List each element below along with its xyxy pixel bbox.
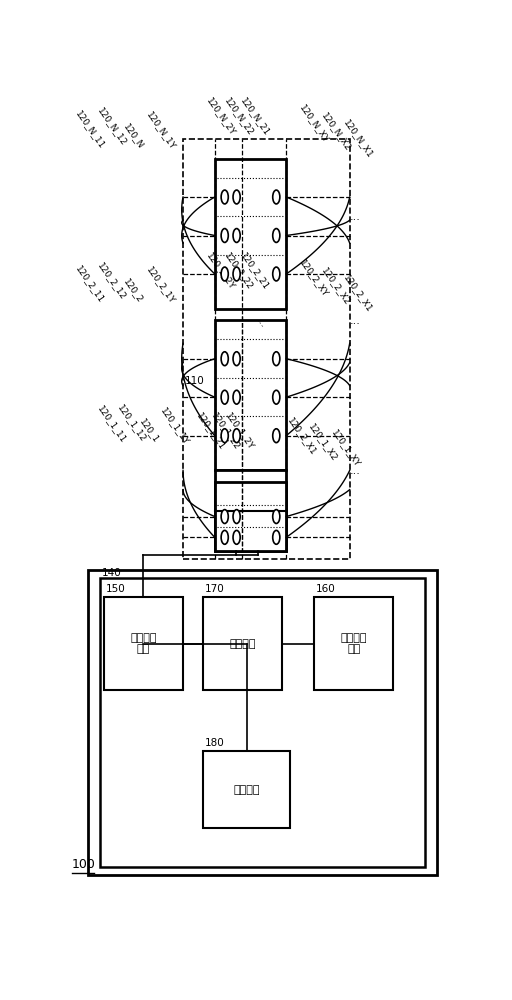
Text: ···: ··· <box>251 317 266 331</box>
Text: 120_2_11: 120_2_11 <box>74 264 106 305</box>
Circle shape <box>221 229 228 242</box>
Text: 120_2_12: 120_2_12 <box>96 260 128 301</box>
Circle shape <box>233 229 240 242</box>
Bar <box>103 597 183 690</box>
Text: 120_2_X1: 120_2_X1 <box>342 273 374 314</box>
Text: 120_N_XY: 120_N_XY <box>298 103 331 145</box>
Text: 120_2: 120_2 <box>121 277 144 305</box>
Text: 120_N_1Y: 120_N_1Y <box>145 110 178 151</box>
Text: 120_N_12: 120_N_12 <box>96 106 129 147</box>
Text: 储存装置: 储存装置 <box>229 639 256 649</box>
Text: ···: ··· <box>350 319 361 329</box>
Bar <box>100 578 425 867</box>
Text: 120_N_X2: 120_N_X2 <box>320 111 353 152</box>
Circle shape <box>221 429 228 443</box>
Text: 120_2_X1: 120_2_X1 <box>286 416 318 456</box>
Bar <box>215 158 286 309</box>
Circle shape <box>233 390 240 404</box>
Text: 120_2_XY: 120_2_XY <box>298 258 330 299</box>
Text: 120_2_X2: 120_2_X2 <box>320 266 352 306</box>
Text: 120_N_21: 120_N_21 <box>239 96 271 137</box>
Text: 120_1_12: 120_1_12 <box>116 403 148 443</box>
Circle shape <box>233 190 240 204</box>
Bar <box>215 320 286 470</box>
Text: 170: 170 <box>205 584 225 594</box>
Text: 120_2_2Y: 120_2_2Y <box>205 251 237 291</box>
Bar <box>203 751 290 828</box>
Text: 120_1_22: 120_1_22 <box>209 411 242 451</box>
Text: 处理装置: 处理装置 <box>233 785 260 795</box>
Text: 100: 100 <box>72 858 96 871</box>
Text: ···: ··· <box>350 215 361 225</box>
Text: 120_N: 120_N <box>121 122 145 151</box>
Bar <box>183 139 350 559</box>
Text: 120_2_1Y: 120_2_1Y <box>145 265 177 305</box>
Text: 160: 160 <box>316 584 336 594</box>
Text: 150: 150 <box>105 584 125 594</box>
Text: 140: 140 <box>102 568 121 578</box>
Circle shape <box>273 229 280 242</box>
Circle shape <box>221 352 228 366</box>
Text: ···: ··· <box>350 469 361 479</box>
Text: 120_N_X1: 120_N_X1 <box>342 118 375 160</box>
Text: 120_1_1Y: 120_1_1Y <box>158 406 190 446</box>
Text: 180: 180 <box>205 738 225 748</box>
Bar <box>215 470 286 509</box>
Text: 信号调变
装置: 信号调变 装置 <box>340 633 367 654</box>
Circle shape <box>273 429 280 443</box>
Text: 120_N_2Y: 120_N_2Y <box>205 96 238 137</box>
Circle shape <box>221 190 228 204</box>
Text: 120_2_21: 120_2_21 <box>239 250 271 291</box>
Circle shape <box>221 390 228 404</box>
Circle shape <box>233 267 240 281</box>
Bar <box>215 509 286 551</box>
Circle shape <box>233 530 240 544</box>
Circle shape <box>273 352 280 366</box>
Text: 120_1_XY: 120_1_XY <box>330 428 362 469</box>
Text: 信号输出
装置: 信号输出 装置 <box>130 633 157 654</box>
Bar <box>88 570 437 875</box>
Circle shape <box>233 429 240 443</box>
Text: 120_1_21: 120_1_21 <box>195 411 227 451</box>
Bar <box>203 597 282 690</box>
Circle shape <box>221 530 228 544</box>
Text: 120_1_11: 120_1_11 <box>96 404 128 445</box>
Circle shape <box>233 352 240 366</box>
Text: 110: 110 <box>185 376 205 386</box>
Bar <box>314 597 393 690</box>
Bar <box>215 482 286 551</box>
Circle shape <box>221 267 228 281</box>
Text: 120_N_11: 120_N_11 <box>74 109 106 151</box>
Text: 120_N_22: 120_N_22 <box>223 96 255 137</box>
Circle shape <box>273 390 280 404</box>
Circle shape <box>273 530 280 544</box>
Circle shape <box>273 510 280 523</box>
Text: 120_1_2Y: 120_1_2Y <box>224 411 257 451</box>
Text: 120_2_22: 120_2_22 <box>223 251 255 291</box>
Circle shape <box>233 510 240 523</box>
Text: 120_1: 120_1 <box>137 417 160 445</box>
Text: 120_1_X2: 120_1_X2 <box>307 422 339 463</box>
Circle shape <box>273 190 280 204</box>
Circle shape <box>221 510 228 523</box>
Circle shape <box>273 267 280 281</box>
